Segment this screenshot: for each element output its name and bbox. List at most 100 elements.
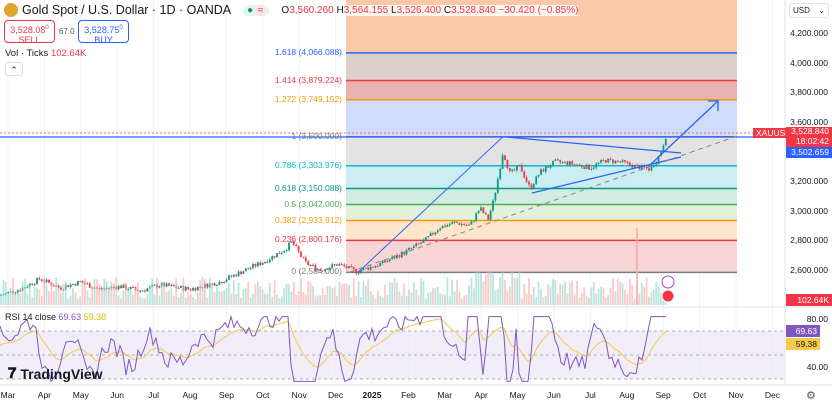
- volume-bar: [403, 283, 406, 305]
- candle-body: [120, 285, 122, 289]
- volume-bar: [304, 294, 307, 305]
- time-tick: Dec: [328, 390, 344, 400]
- volume-bar: [163, 283, 166, 305]
- fib-label: 1 (3,500.000): [291, 130, 342, 141]
- volume-bar: [309, 282, 312, 305]
- candle-body: [540, 169, 542, 175]
- volume-bar: [93, 279, 96, 305]
- candle-body: [523, 171, 526, 178]
- candle-body: [516, 165, 518, 171]
- candle-body: [36, 278, 38, 285]
- volume-bar: [127, 290, 130, 305]
- volume-bar: [580, 292, 583, 305]
- volume-bar: [487, 271, 490, 305]
- volume-bar: [626, 293, 629, 305]
- volume-bar: [444, 295, 446, 305]
- spread-value: 67.0: [59, 27, 75, 36]
- volume-bar: [398, 291, 401, 305]
- market-status[interactable]: ● ≈: [243, 4, 270, 16]
- volume-bar: [312, 285, 314, 305]
- volume-bar: [571, 280, 574, 305]
- candle-body: [475, 213, 478, 221]
- time-tick: Nov: [728, 390, 744, 400]
- fib-zone: [346, 136, 737, 166]
- volume-bar: [9, 288, 12, 305]
- candle-body: [280, 252, 283, 254]
- candle-body: [45, 279, 48, 282]
- volume-bar: [100, 289, 103, 305]
- volume-bar: [338, 281, 341, 305]
- symbol-tag: XAUUSD: [753, 128, 795, 138]
- rsi-value-tag: 69.63: [786, 325, 820, 337]
- volume-bar: [40, 296, 43, 305]
- volume-bar: [393, 277, 396, 305]
- collapse-legend-button[interactable]: ⌃: [5, 62, 23, 76]
- candle-body: [650, 166, 653, 171]
- candle-body: [458, 222, 461, 225]
- volume-bar: [220, 291, 223, 305]
- volume-bar: [597, 288, 600, 305]
- candle-body: [216, 284, 218, 286]
- volume-bar: [72, 288, 74, 305]
- candle-body: [228, 275, 230, 280]
- sell-button[interactable]: 3,528.080 SELL: [4, 20, 55, 45]
- arrow-head-icon: [708, 100, 719, 111]
- candle-body: [172, 284, 175, 287]
- volume-bar: [578, 297, 581, 305]
- volume-bar: [69, 295, 72, 305]
- volume-bar: [105, 280, 108, 305]
- candle-body: [422, 240, 425, 243]
- candle-body: [259, 262, 262, 265]
- tradingview-logo[interactable]: 𝟕 TradingView: [8, 365, 103, 382]
- candle-body: [628, 162, 631, 166]
- fib-zone: [346, 165, 737, 189]
- volume-bar: [156, 277, 158, 305]
- economic-event-flag-icon: [661, 289, 675, 303]
- volume-bar: [218, 291, 221, 305]
- volume-bar: [170, 287, 173, 305]
- buy-button[interactable]: 3,528.750 BUY: [78, 20, 129, 45]
- projection-arrow: [649, 100, 719, 166]
- volume-bar: [153, 294, 156, 305]
- settings-gear-icon[interactable]: ⚙: [806, 390, 816, 402]
- volume-bar: [360, 296, 362, 305]
- volume-bar: [4, 281, 7, 305]
- candle-body: [600, 160, 602, 163]
- volume-bar: [508, 286, 511, 305]
- volume-bar: [652, 289, 655, 305]
- time-tick: May: [72, 390, 89, 400]
- volume-bar: [513, 277, 516, 305]
- candle-body: [597, 162, 600, 164]
- volume-bar: [525, 293, 528, 305]
- candle-body: [537, 174, 540, 177]
- candle-body: [408, 248, 410, 250]
- candle-body: [40, 279, 43, 281]
- rsi-legend: RSI 14 close 69.63 59.38: [5, 312, 107, 322]
- candle-body: [288, 242, 290, 251]
- candle-body: [276, 253, 278, 258]
- candle-body: [31, 283, 34, 285]
- candle-body: [230, 275, 233, 277]
- time-tick: Aug: [182, 390, 198, 400]
- volume-bar: [266, 293, 269, 305]
- volume-bar: [146, 293, 149, 305]
- volume-bar: [453, 291, 456, 305]
- candle-body: [290, 241, 293, 243]
- symbol-title[interactable]: Gold Spot / U.S. Dollar · 1D · OANDA: [22, 3, 232, 17]
- volume-bar: [249, 297, 252, 305]
- volume-bar: [420, 278, 422, 305]
- candle-body: [657, 156, 660, 163]
- price-tick: 3,200.000: [790, 176, 828, 187]
- candle-body: [278, 253, 281, 255]
- candle-body: [271, 256, 274, 260]
- volume-bar: [559, 283, 562, 305]
- candle-body: [384, 260, 386, 263]
- volume-bar: [532, 286, 535, 305]
- currency-dropdown[interactable]: USD ⌄: [789, 3, 829, 18]
- volume-bar: [400, 295, 403, 305]
- candle-body: [532, 184, 535, 189]
- candle-body: [192, 288, 194, 291]
- volume-bar: [206, 297, 209, 305]
- candle-body: [396, 255, 398, 259]
